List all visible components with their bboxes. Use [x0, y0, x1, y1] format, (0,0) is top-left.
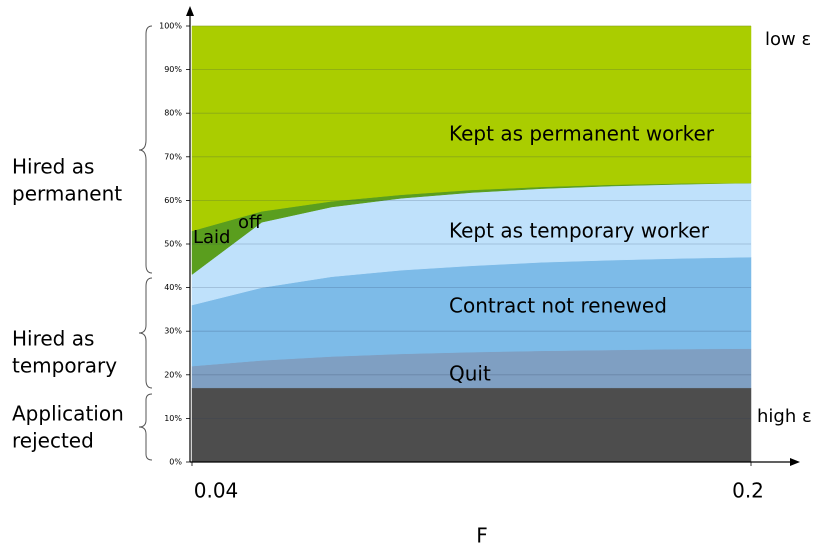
area-label: Quit	[449, 362, 491, 386]
y-tick-label: 20%	[164, 370, 182, 379]
area-label: Contract not renewed	[449, 294, 667, 318]
y-tick-label: 40%	[164, 283, 182, 292]
brace-label: Hired as	[12, 155, 94, 179]
brace	[138, 277, 153, 389]
areas	[191, 25, 752, 463]
brace	[138, 393, 153, 461]
labels: 0% 10% 20% 30% 40% 50% 60% 70% 80% 90% 100% 0.04 0.2…	[12, 22, 812, 503]
brace-label: Hired as	[12, 327, 94, 351]
y-tick-label: 50%	[164, 240, 182, 249]
y-tick-label: 0%	[169, 458, 182, 467]
y-axis-arrow	[186, 6, 194, 16]
x-tick-label: 0.2	[732, 479, 764, 503]
brace-label: Application	[12, 402, 124, 426]
annotation: high ε	[757, 406, 812, 427]
grid	[186, 25, 752, 466]
brace-label: temporary	[12, 354, 117, 378]
area-label: Kept as temporary worker	[449, 219, 710, 243]
y-tick-label: 80%	[164, 109, 182, 118]
y-tick-label: 100%	[159, 22, 182, 31]
brace	[138, 25, 153, 274]
x-axis-arrow	[790, 458, 800, 466]
area	[191, 387, 752, 463]
y-tick-label: 10%	[164, 414, 182, 423]
x-axis-label: F	[476, 524, 488, 548]
annotation: off	[238, 212, 262, 233]
y-tick-label: 70%	[164, 152, 182, 161]
y-tick-label: 60%	[164, 196, 182, 205]
brace-label: rejected	[12, 429, 94, 453]
y-tick-label: 30%	[164, 327, 182, 336]
annotation: low ε	[765, 29, 811, 50]
annotation: Laid	[193, 227, 231, 248]
y-tick-label: 90%	[164, 65, 182, 74]
brace-label: permanent	[12, 182, 122, 206]
area-label: Kept as permanent worker	[449, 122, 715, 146]
x-tick-label: 0.04	[194, 479, 239, 503]
area	[191, 25, 752, 232]
